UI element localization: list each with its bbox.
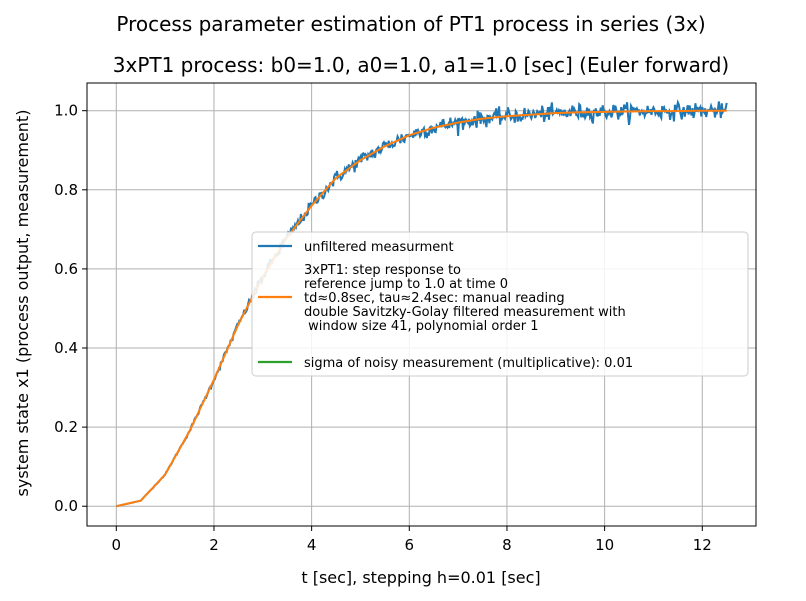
legend-label-2: 3xPT1: step response to reference jump to… <box>304 263 626 334</box>
figure-suptitle: Process parameter estimation of PT1 proc… <box>116 12 705 36</box>
x-tick-label: 10 <box>595 536 614 554</box>
plot-series <box>116 99 728 508</box>
x-tick-label: 2 <box>209 536 219 554</box>
x-tick-label: 6 <box>405 536 415 554</box>
legend-label-1: unfiltered measurment <box>304 240 454 255</box>
legend: unfiltered measurment 3xPT1: step respons… <box>251 231 749 377</box>
chart-title: 3xPT1 process: b0=1.0, a0=1.0, a1=1.0 [s… <box>113 53 729 77</box>
y-tick-label: 0.2 <box>54 418 78 436</box>
y-axis-label: system state x1 (process output, measure… <box>13 110 32 497</box>
x-tick-label: 4 <box>307 536 317 554</box>
y-tick-label: 0.0 <box>54 497 78 515</box>
axis-ticks: 0 2 4 6 8 10 12 0.0 0.2 0.4 0.6 0.8 1.0 <box>54 102 712 554</box>
x-axis-label: t [sec], stepping h=0.01 [sec] <box>301 568 540 587</box>
y-tick-label: 0.6 <box>54 260 78 278</box>
x-tick-label: 12 <box>693 536 712 554</box>
y-tick-label: 0.4 <box>54 339 78 357</box>
legend-box <box>251 231 749 377</box>
plot-frame <box>86 82 757 527</box>
y-tick-label: 0.8 <box>54 181 78 199</box>
x-tick-label: 0 <box>112 536 122 554</box>
series-filtered-line <box>116 109 727 508</box>
y-tick-label: 1.0 <box>54 102 78 120</box>
x-tick-label: 8 <box>502 536 512 554</box>
legend-label-3: sigma of noisy measurement (multiplicati… <box>304 356 633 371</box>
